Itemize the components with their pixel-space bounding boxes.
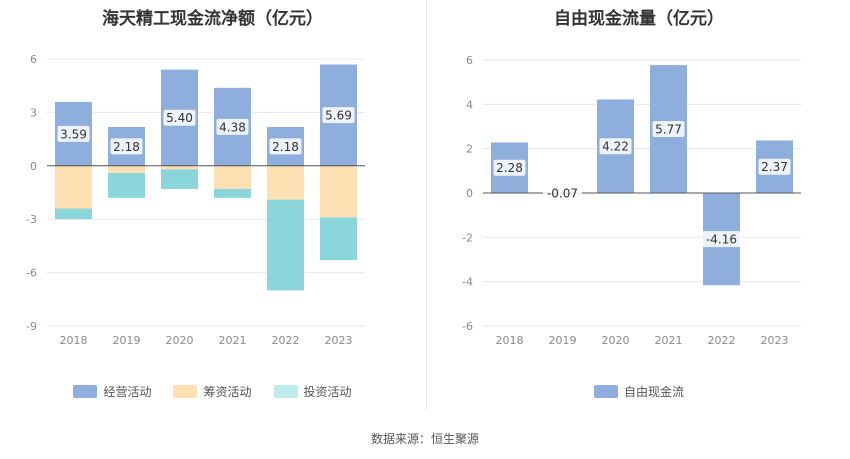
- data-label-2019: 2.18: [113, 140, 140, 154]
- data-label-2020: 4.22: [602, 140, 629, 154]
- data-label-2022-bg: [702, 231, 741, 248]
- x-tick-label: 2021: [219, 334, 247, 347]
- y-tick-label: 4: [466, 98, 473, 111]
- bar-investing-2023: [320, 217, 357, 261]
- legend-swatch-financing: [173, 385, 198, 398]
- data-label-2022: 2.18: [272, 140, 299, 154]
- legend-swatch-free-cashflow: [593, 385, 618, 398]
- bar-investing-2022: [267, 199, 304, 291]
- data-label-2022: -4.16: [706, 233, 737, 247]
- data-label-2021-bg: [216, 118, 249, 135]
- x-tick-label: 2021: [655, 334, 683, 347]
- data-label-2020-bg: [599, 138, 632, 155]
- legend-swatch-operating: [73, 385, 98, 398]
- x-tick-label: 2022: [708, 334, 736, 347]
- data-label-2021-bg: [652, 121, 685, 138]
- data-label-2020-bg: [163, 109, 196, 126]
- x-tick-label: 2022: [272, 334, 300, 347]
- data-label-2019-bg: [110, 138, 143, 155]
- data-label-2021: 4.38: [219, 120, 246, 134]
- bar-investing-2019: [108, 172, 145, 198]
- bar-investing-2018: [55, 208, 92, 220]
- data-label-2023-bg: [322, 107, 355, 124]
- data-label-2018-bg: [57, 125, 90, 142]
- bar-investing-2021: [214, 188, 251, 198]
- bar-financing-2021: [214, 165, 251, 189]
- data-label-2023: 5.69: [325, 109, 352, 123]
- y-tick-label: 3: [30, 106, 37, 119]
- y-tick-label: 6: [30, 53, 37, 66]
- cashflow-net-chart: 6 3 0 -3 -6 -9 2018 2019 2020 2021 2022 2023 3.59 2.1…: [26, 53, 365, 347]
- legend-label-free-cashflow: 自由现金流: [623, 385, 684, 399]
- x-tick-label: 2020: [166, 334, 194, 347]
- bar-financing-2022: [267, 165, 304, 200]
- data-label-2019: -0.07: [547, 187, 578, 201]
- x-tick-label: 2020: [602, 334, 630, 347]
- x-tick-label: 2023: [761, 334, 789, 347]
- y-tick-label: -2: [462, 231, 473, 244]
- legend-label-operating: 经营活动: [103, 385, 152, 399]
- data-label-2018-bg: [493, 159, 526, 176]
- x-tick-label: 2018: [496, 334, 524, 347]
- y-tick-label: 2: [466, 143, 473, 156]
- data-source-note: 数据来源：恒生聚源: [370, 432, 479, 446]
- bar-investing-2020: [161, 169, 198, 189]
- y-tick-label: 0: [466, 187, 473, 200]
- bar-financing-2019: [108, 165, 145, 173]
- free-cashflow-legend: 自由现金流: [428, 383, 850, 400]
- bar-financing-2018: [55, 165, 92, 209]
- legend-item-free-cashflow[interactable]: 自由现金流: [593, 383, 684, 400]
- legend-item-investing[interactable]: 投资活动: [273, 383, 352, 400]
- x-tick-label: 2019: [549, 334, 577, 347]
- free-cashflow-chart: 6 4 2 0 -2 -4 -6 2018 2019 2020 2021 2022 2023 2.28 -0…: [462, 54, 801, 347]
- data-label-2021: 5.77: [655, 123, 682, 137]
- y-tick-label: -9: [26, 320, 37, 333]
- y-tick-label: -6: [26, 267, 37, 280]
- y-tick-label: -4: [462, 276, 473, 289]
- y-tick-label: 6: [466, 54, 473, 67]
- y-tick-label: 0: [30, 160, 37, 173]
- free-cashflow-chart-title: 自由现金流量（亿元）: [554, 9, 724, 29]
- x-tick-label: 2023: [325, 334, 353, 347]
- data-label-2020: 5.40: [166, 111, 193, 125]
- x-tick-label: 2019: [113, 334, 141, 347]
- data-label-2022-bg: [269, 138, 302, 155]
- bar-financing-2023: [320, 165, 357, 218]
- panel-divider: [426, 0, 427, 410]
- y-tick-label: -6: [462, 320, 473, 333]
- free-cashflow-chart-panel: 自由现金流量（亿元） 6 4 2 0 -2 -4 -6 2018 2019 2020 2021 202…: [428, 0, 850, 420]
- legend-label-investing: 投资活动: [303, 385, 352, 399]
- data-label-2019-bg: [543, 185, 582, 201]
- cashflow-net-chart-panel: 海天精工现金流净额（亿元） 6 3 0 -3 -6 -9 2018 2019 2020 2021 2…: [0, 0, 425, 420]
- data-label-2023: 2.37: [761, 160, 788, 174]
- legend-swatch-investing: [273, 385, 298, 398]
- legend-label-financing: 筹资活动: [203, 385, 252, 399]
- data-label-2018: 3.59: [60, 127, 87, 141]
- cashflow-net-legend: 经营活动 筹资活动 投资活动: [0, 383, 425, 400]
- legend-item-financing[interactable]: 筹资活动: [173, 383, 252, 400]
- data-label-2018: 2.28: [496, 161, 523, 175]
- data-label-2023-bg: [758, 158, 791, 175]
- x-tick-label: 2018: [60, 334, 88, 347]
- bar-financing-2020: [161, 165, 198, 170]
- cashflow-net-chart-title: 海天精工现金流净额（亿元）: [102, 9, 323, 29]
- legend-item-operating[interactable]: 经营活动: [73, 383, 151, 400]
- y-tick-label: -3: [26, 213, 37, 226]
